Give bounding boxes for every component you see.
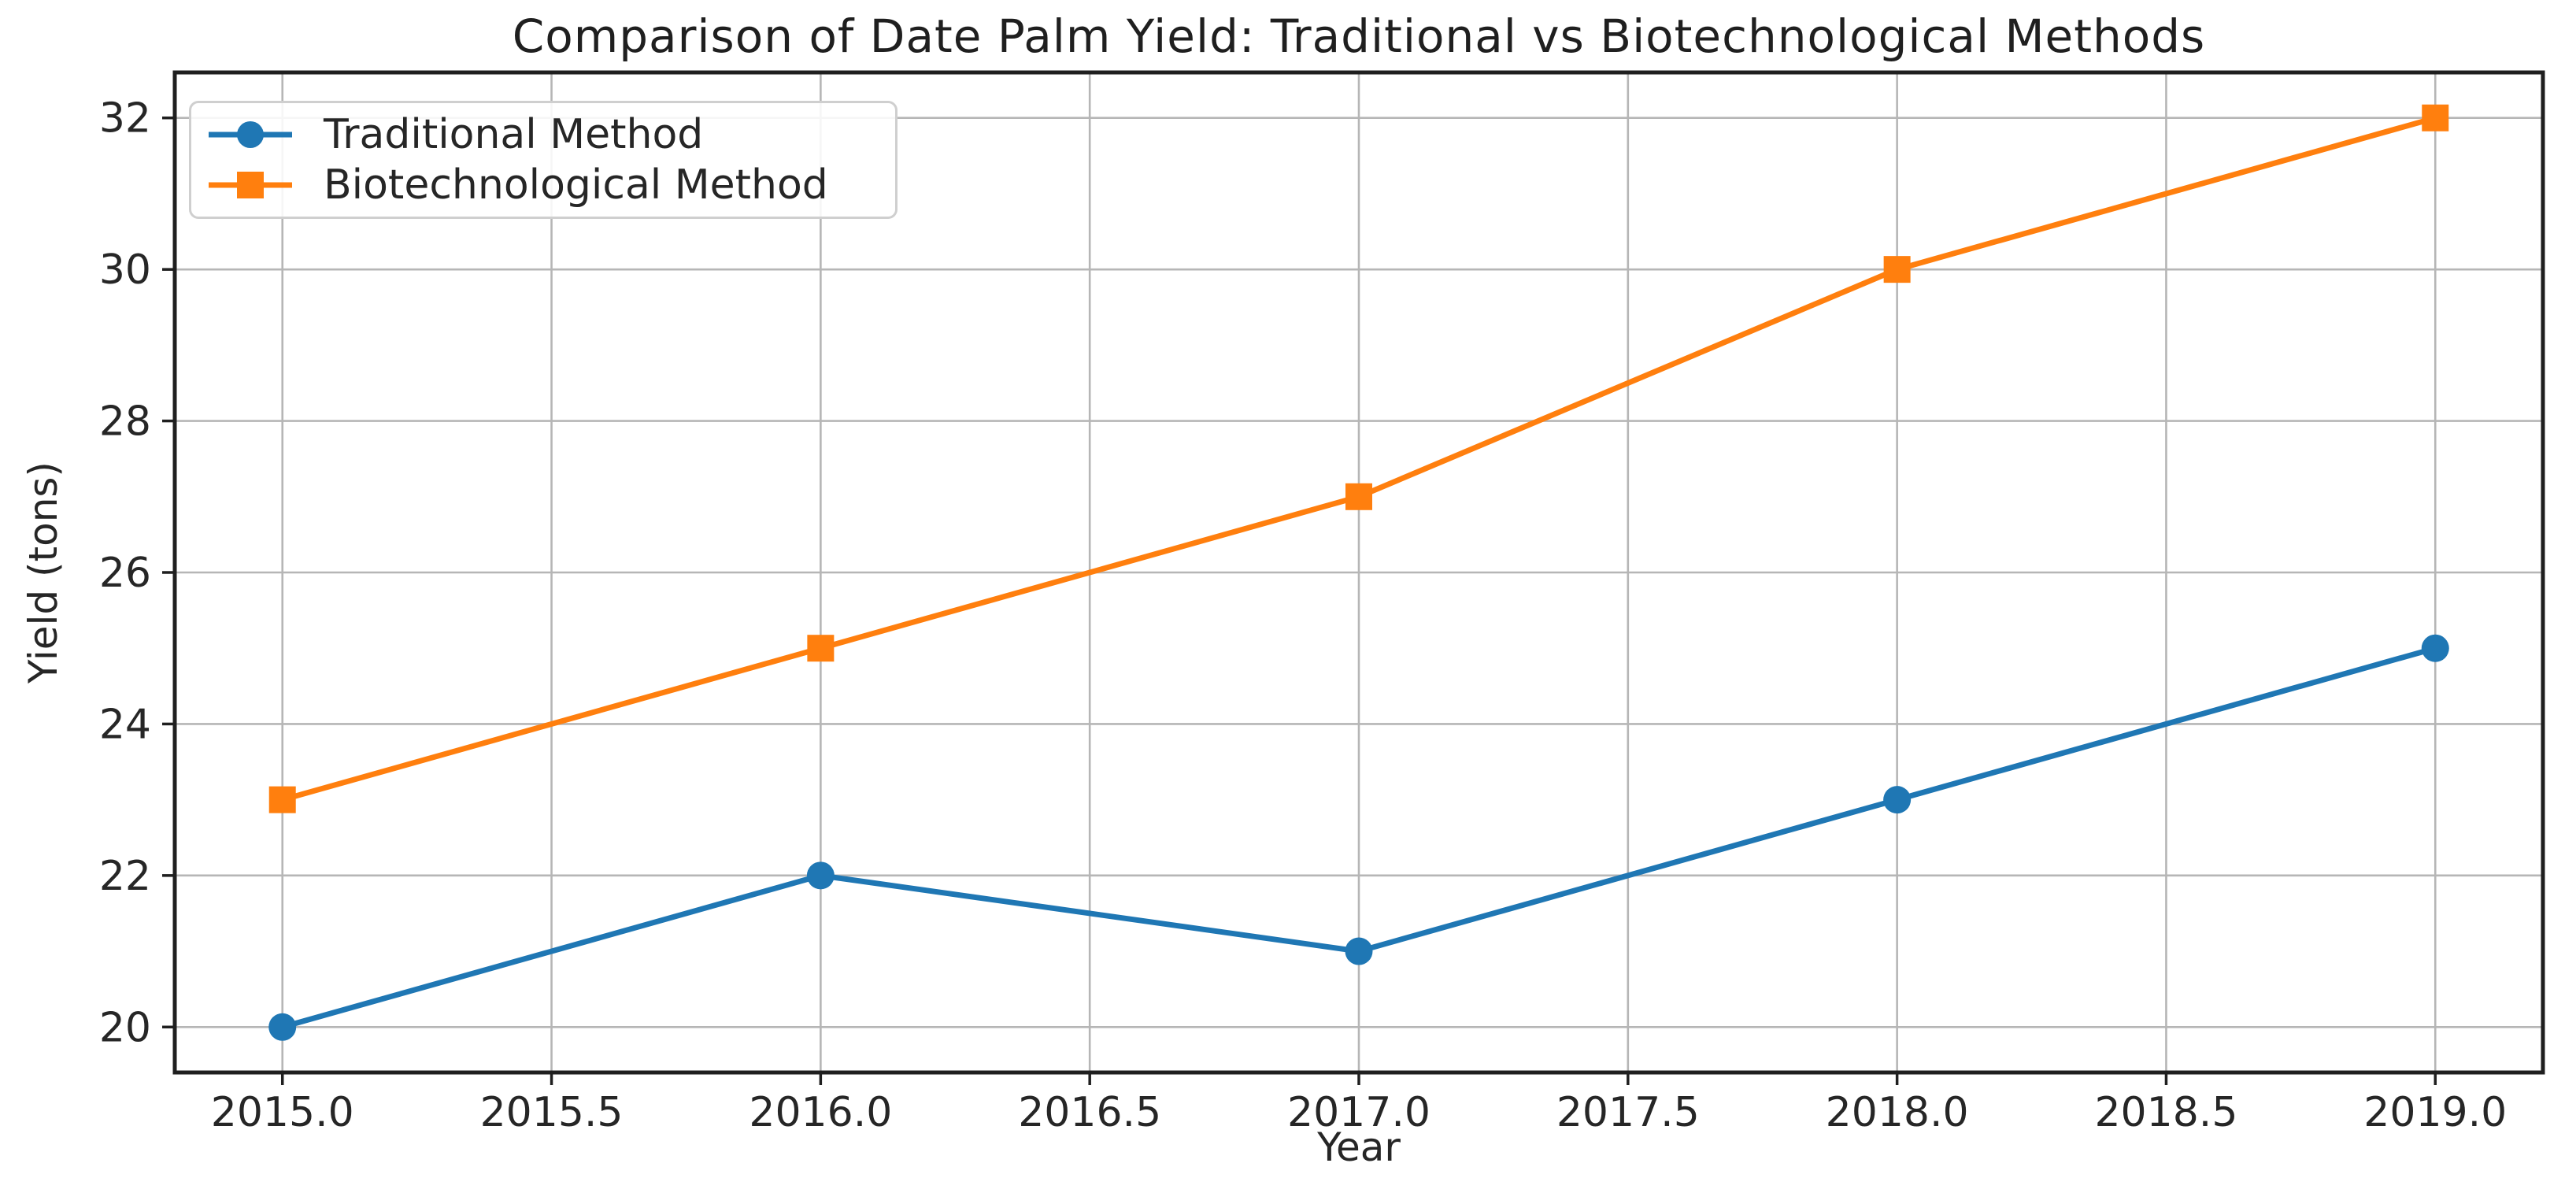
y-tick-label: 20 [99,1004,151,1051]
data-point-marker [268,1013,297,1041]
x-tick-label: 2015.5 [480,1089,624,1136]
data-point-marker [2422,104,2449,132]
x-tick-label: 2016.5 [1018,1089,1161,1136]
y-tick-label: 28 [99,398,151,446]
chart-title: Comparison of Date Palm Yield: Tradition… [512,9,2206,63]
x-tick-label: 2016.0 [749,1089,892,1136]
grid-layer [175,72,2543,1072]
legend-label-biotechnological: Biotechnological Method [324,161,828,209]
axes-layer: 2015.0 2015.5 2016.0 2016.5 2017.0 2017.5 2018… [99,70,2545,1136]
y-axis-label: Yield (tons) [20,461,66,683]
legend-item-traditional: Traditional Method [207,111,887,158]
y-tick-label: 22 [99,853,151,900]
data-point-marker [1883,256,1911,283]
x-tick-label: 2018.5 [2094,1089,2237,1136]
data-point-marker [1883,786,1912,814]
series-layer [268,104,2449,1041]
data-point-marker [806,861,835,890]
x-tick-label: 2017.0 [1287,1089,1430,1136]
legend-label-traditional: Traditional Method [324,111,704,158]
traditional-line-marker-icon [209,121,292,148]
y-tick-label: 26 [99,550,151,597]
y-tick-label: 24 [99,701,151,748]
x-tick-label: 2017.5 [1556,1089,1700,1136]
data-point-marker [2421,634,2449,662]
x-tick-label: 2019.0 [2363,1089,2507,1136]
legend-item-biotechnological: Biotechnological Method [207,161,887,209]
data-point-marker [268,786,296,813]
x-axis-label: Year [1317,1124,1401,1170]
x-tick-label: 2018.0 [1826,1089,1969,1136]
y-tick-label: 32 [99,95,151,143]
legend: Traditional Method Biotechnological Meth… [189,101,898,219]
biotechnological-line-marker-icon [209,172,292,198]
data-point-marker [807,635,835,662]
y-tick-label: 30 [99,246,151,294]
x-tick-label: 2015.0 [211,1089,354,1136]
data-point-marker [1345,937,1373,965]
data-point-marker [1345,483,1372,510]
